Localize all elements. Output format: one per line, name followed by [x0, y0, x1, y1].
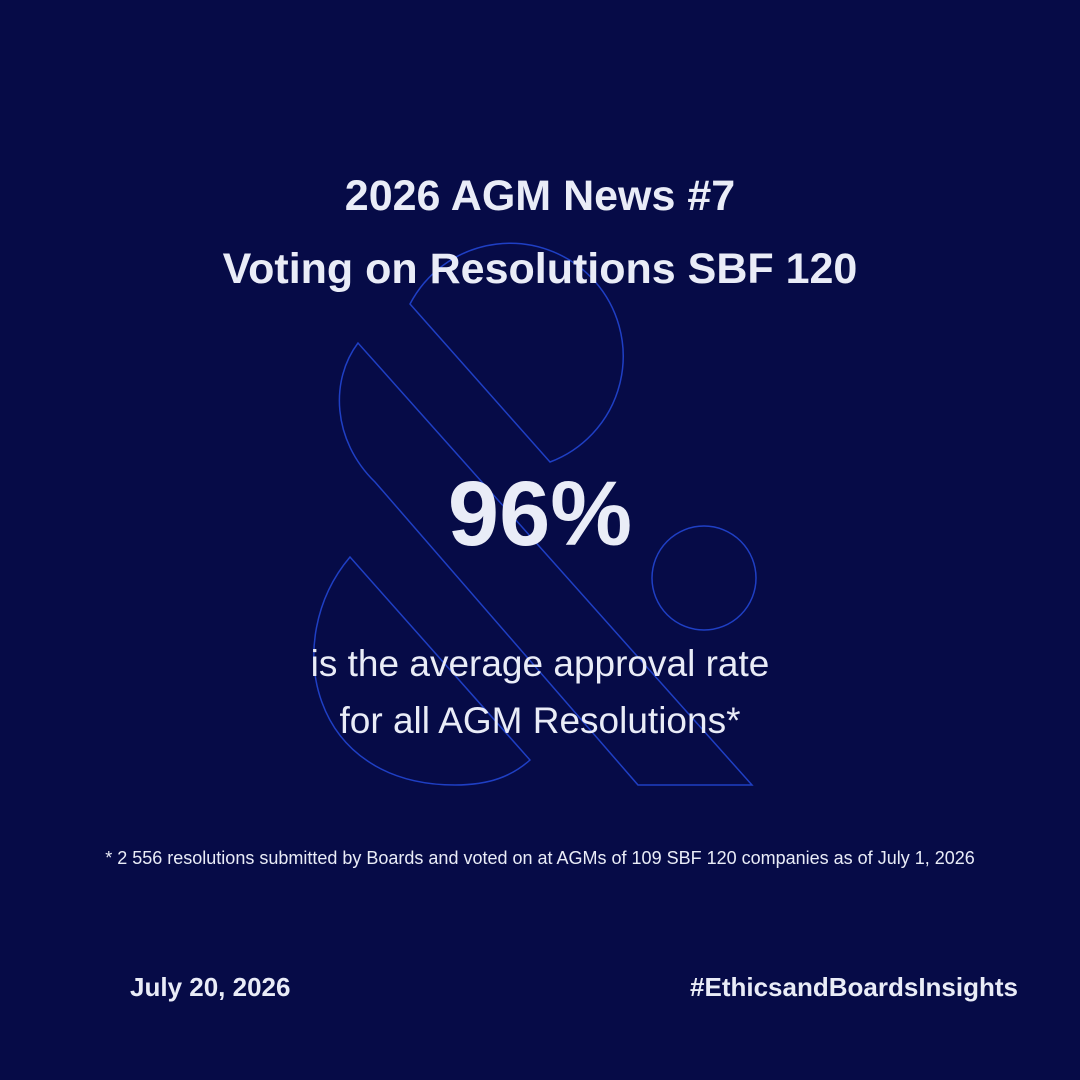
footnote: * 2 556 resolutions submitted by Boards …	[105, 848, 975, 868]
title: 2026 AGM News #7	[344, 172, 736, 220]
bottom-segment	[313, 555, 532, 786]
dot	[651, 525, 757, 631]
date: July 20, 2026	[130, 972, 291, 1002]
caption: for all AGM Resolutions*	[339, 700, 741, 741]
highlight-value: 96%	[447, 463, 633, 565]
diagonal-band	[338, 341, 754, 786]
hashtag: #EthicsandBoardsInsights	[690, 972, 1018, 1002]
top-segment	[409, 242, 624, 463]
title: Voting on Resolutions SBF 120	[222, 245, 858, 293]
caption: is the average approval rate	[310, 643, 770, 684]
